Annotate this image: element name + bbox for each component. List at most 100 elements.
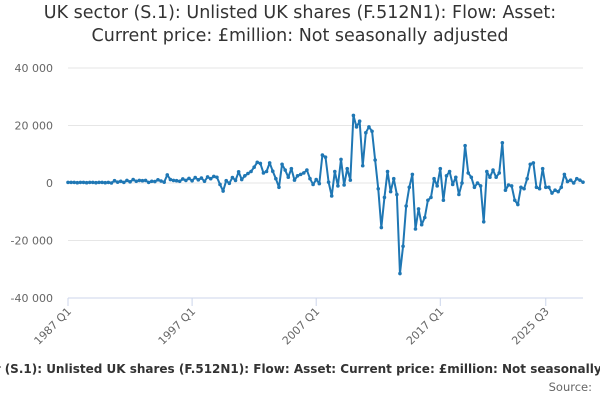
x-tick-label: 1987 Q1 <box>32 305 75 348</box>
data-point <box>286 175 291 180</box>
data-point <box>162 180 166 184</box>
data-point <box>255 160 260 165</box>
data-point <box>348 178 353 182</box>
data-point <box>481 220 486 224</box>
data-point <box>491 168 495 172</box>
data-point <box>488 175 492 180</box>
data-point <box>388 189 393 194</box>
data-point <box>422 215 427 220</box>
data-point <box>208 176 213 181</box>
data-point <box>550 191 554 195</box>
data-point <box>429 195 433 200</box>
data-point <box>131 177 135 182</box>
data-point <box>357 119 362 123</box>
data-point <box>500 140 505 145</box>
chart-title-line1: UK sector (S.1): Unlisted UK shares (F.5… <box>43 3 557 23</box>
data-point <box>401 244 405 249</box>
data-point <box>339 157 343 162</box>
data-point <box>97 180 101 185</box>
data-point <box>537 186 542 191</box>
data-point <box>134 179 139 184</box>
data-point <box>112 178 117 183</box>
data-point <box>367 125 371 129</box>
data-point <box>528 162 533 167</box>
data-point <box>156 178 160 182</box>
data-point <box>391 176 396 181</box>
data-point <box>109 181 114 185</box>
data-point <box>78 180 83 185</box>
data-point <box>180 177 185 181</box>
data-point <box>174 178 179 183</box>
data-point <box>115 180 120 184</box>
data-point <box>426 198 430 203</box>
data-point <box>252 165 256 169</box>
data-point <box>373 158 377 162</box>
series-line <box>68 114 584 275</box>
data-point <box>106 180 111 185</box>
data-point <box>205 175 210 179</box>
data-point <box>218 182 222 187</box>
data-point <box>438 166 443 171</box>
data-point <box>212 174 216 179</box>
data-point <box>311 182 315 187</box>
data-point <box>320 153 325 157</box>
data-point <box>87 180 92 185</box>
data-point <box>444 174 449 178</box>
data-point <box>184 178 188 183</box>
x-tick-label: 2017 Q1 <box>404 305 447 348</box>
data-point <box>258 161 263 166</box>
data-point <box>469 175 474 180</box>
data-point <box>432 176 436 181</box>
data-point <box>326 180 331 184</box>
data-point <box>199 176 204 180</box>
data-point <box>516 202 520 207</box>
chart-legend: UK sector (S.1): Unlisted UK shares (F.5… <box>0 362 600 380</box>
data-point <box>128 180 132 184</box>
data-point <box>457 192 461 197</box>
data-point <box>323 155 328 159</box>
data-point <box>305 168 309 172</box>
data-point <box>329 194 334 198</box>
data-point <box>224 178 229 183</box>
data-point <box>103 180 108 185</box>
data-point <box>227 181 232 186</box>
data-point <box>556 189 560 194</box>
data-point <box>525 176 529 181</box>
data-point <box>261 171 266 175</box>
data-point <box>72 180 76 185</box>
data-point <box>215 175 219 180</box>
data-point <box>270 169 275 174</box>
data-point <box>342 183 346 187</box>
data-point <box>441 198 446 203</box>
data-point <box>478 184 483 188</box>
data-point <box>69 180 73 185</box>
data-point <box>230 175 235 180</box>
data-point <box>336 184 340 188</box>
data-point <box>385 169 390 174</box>
data-point <box>66 180 70 185</box>
data-point <box>506 183 511 187</box>
data-point <box>509 184 514 188</box>
data-point <box>531 161 536 165</box>
data-point <box>171 178 176 183</box>
data-point <box>568 178 573 182</box>
data-point <box>364 130 368 135</box>
data-point <box>370 129 374 134</box>
data-point <box>122 180 126 185</box>
data-point <box>351 113 356 118</box>
data-point <box>193 175 197 180</box>
x-tick-label: 2025 Q3 <box>509 305 552 348</box>
data-point <box>463 143 467 148</box>
data-point <box>472 185 477 190</box>
y-tick-label: 40 000 <box>15 62 54 75</box>
data-point <box>221 189 225 193</box>
data-point <box>295 174 300 178</box>
data-point <box>125 178 129 183</box>
source-label: Source: <box>548 380 592 394</box>
data-point <box>165 173 170 177</box>
data-point <box>503 188 508 192</box>
data-point <box>395 192 399 197</box>
data-point <box>333 169 337 174</box>
data-point <box>280 162 284 167</box>
data-point <box>354 125 359 129</box>
